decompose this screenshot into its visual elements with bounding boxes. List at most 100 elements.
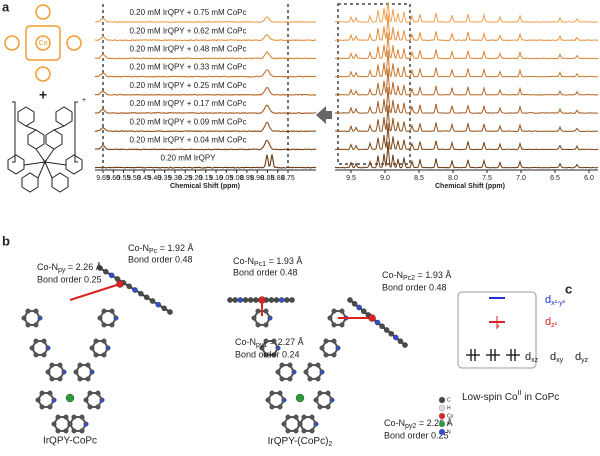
atom [77, 362, 83, 368]
panel-label: b [2, 233, 10, 248]
atom [67, 421, 73, 427]
tick-label: 9.35 [158, 175, 172, 182]
atom [33, 352, 39, 358]
spectrum-label: 0.20 mM IrQPY + 0.04 mM CoPc [129, 136, 246, 145]
atom [263, 308, 269, 314]
atom [253, 297, 259, 303]
bond-order: Bond order 0.48 [233, 267, 298, 277]
tick-label: 8.75 [281, 175, 295, 182]
spectrum-label: 0.20 mM IrQPY + 0.33 mM CoPc [129, 63, 246, 72]
atom [281, 421, 287, 427]
atom [63, 414, 69, 420]
atom [103, 268, 109, 275]
atom [93, 338, 99, 344]
atom [303, 369, 309, 375]
atom [309, 428, 315, 434]
atom [273, 297, 280, 303]
atom [331, 352, 337, 358]
atom [93, 352, 99, 358]
atom [39, 404, 45, 410]
atom [319, 345, 325, 351]
orbital-caption: Low-spin CoII in CoPc [462, 390, 559, 403]
tick-label: 9.65 [96, 175, 110, 182]
legend-marker [438, 396, 446, 404]
atom [275, 369, 281, 375]
orbital-label: dz² [545, 316, 558, 329]
bond-length: Co-Npy = 2.26 Å [37, 262, 102, 273]
bond-order: Bond order 0.48 [128, 254, 193, 264]
atom [71, 428, 77, 434]
atom [307, 362, 313, 368]
irqpy-scheme [7, 101, 83, 193]
spectrum-trace [335, 123, 599, 151]
atom [309, 414, 315, 420]
orbital-label: dxy [550, 351, 564, 364]
atom [351, 300, 358, 307]
atom [317, 404, 323, 410]
atom [263, 338, 269, 344]
atom [57, 376, 63, 382]
atom [356, 304, 362, 311]
atom [379, 323, 385, 330]
atom [33, 338, 39, 344]
atom [47, 390, 53, 396]
spectrum-label: 0.20 mM IrQPY + 0.25 mM CoPc [129, 81, 246, 90]
structure-name: IrQPY-CoPc [43, 436, 97, 447]
atom [25, 308, 31, 314]
atom [255, 322, 261, 328]
spectrum-trace [334, 141, 599, 169]
orbital-label: dxz [525, 351, 539, 364]
tick-label: 9.50 [127, 175, 141, 182]
atom [55, 428, 61, 434]
atom [237, 297, 244, 303]
spectrum-trace [334, 87, 598, 114]
tick-label: 9.25 [178, 175, 192, 182]
atom [89, 345, 95, 351]
tick-label: 6.5 [550, 175, 560, 182]
spectrum-trace [334, 13, 599, 42]
atom [279, 362, 285, 368]
atom [39, 390, 45, 396]
legend-marker [438, 428, 446, 436]
atom [284, 297, 290, 303]
legend-marker [438, 412, 446, 420]
x-axis-label: Chemical Shift (ppm) [435, 183, 505, 190]
legend-marker [438, 404, 446, 412]
tick-label: 7.0 [516, 175, 526, 182]
atom [101, 338, 107, 344]
atom [161, 305, 167, 312]
legend-marker [438, 420, 446, 428]
atom [33, 308, 39, 314]
atom [101, 352, 107, 358]
atom [97, 265, 103, 271]
tick-label: 8.85 [261, 175, 275, 182]
molecules [21, 265, 408, 434]
atom [307, 376, 313, 382]
atom [368, 314, 376, 322]
atom [87, 390, 93, 396]
tick-label: 9.45 [137, 175, 151, 182]
legend-label: H [447, 405, 451, 411]
atom [95, 390, 101, 396]
atom [33, 322, 39, 328]
atom [325, 390, 331, 396]
spectrum-trace [334, 50, 599, 78]
atom [35, 397, 41, 403]
spectrum-trace [94, 86, 317, 96]
atom [301, 414, 307, 420]
atom [85, 376, 91, 382]
tick-label: 9.60 [106, 175, 120, 182]
atom [101, 322, 107, 328]
structure-name: IrQPY-(CoPc)2 [268, 436, 333, 448]
panel-label: c [565, 281, 572, 296]
atom [374, 319, 381, 326]
spectrum-label: 0.20 mM IrQPY + 0.09 mM CoPc [129, 117, 246, 126]
tick-label: 6.0 [584, 175, 594, 182]
atom [126, 283, 132, 290]
bond-order: Bond order 0.25 [384, 430, 449, 440]
atom [57, 362, 63, 368]
spectrum-label: 0.20 mM IrQPY + 0.62 mM CoPc [129, 26, 246, 35]
atom [287, 362, 293, 368]
atom [263, 322, 269, 328]
